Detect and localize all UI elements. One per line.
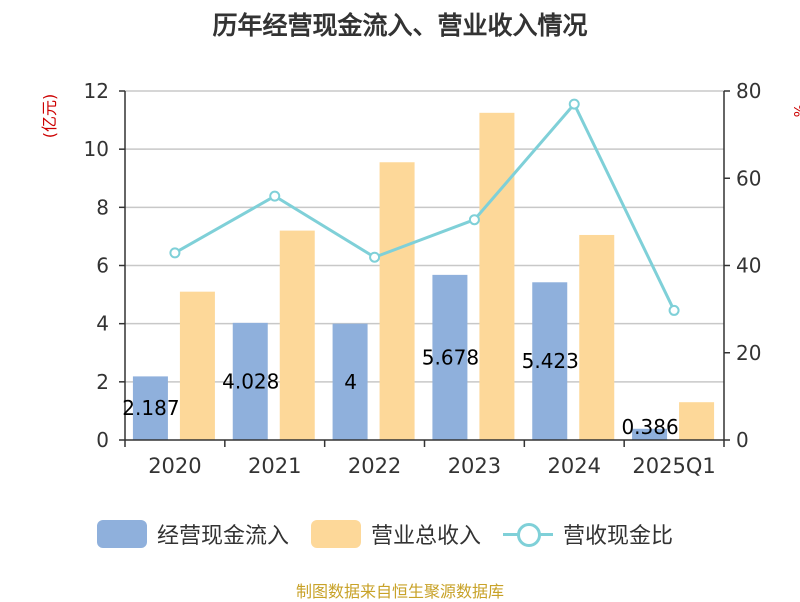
right-tick-label-0: 0 (736, 428, 749, 452)
grid-lines (125, 90, 724, 383)
x-tick-label-2025Q1: 2025Q1 (632, 454, 715, 478)
bar-cash-inflow-2025Q1 (632, 428, 668, 440)
ratio-point-2022 (369, 251, 381, 263)
ratio-point-2025Q1 (668, 304, 680, 316)
ratio-point-2020 (169, 247, 181, 259)
legend-swatch-cash-inflow (97, 520, 147, 548)
left-tick-label-8: 8 (96, 195, 109, 219)
data-label-cash-inflow-2023: 5.678 (422, 345, 479, 369)
right-tick-label-80: 80 (736, 79, 761, 103)
left-tick-label-6: 6 (96, 254, 109, 278)
data-label-cash-inflow-2020: 2.187 (122, 396, 179, 420)
chart-title: 历年经营现金流入、营业收入情况 (212, 11, 588, 40)
left-tick-label-10: 10 (84, 137, 109, 161)
right-tick-label-20: 20 (736, 341, 761, 365)
data-label-cash-inflow-2025Q1: 0.386 (621, 415, 678, 439)
bar-revenue-2021 (279, 230, 315, 440)
bar-series (132, 112, 715, 441)
data-source: 制图数据来自恒生聚源数据库 (295, 582, 504, 601)
legend-swatch-revenue (311, 520, 362, 548)
x-tick-labels: 2020 2021 2022 2023 2024 2025Q1 (148, 454, 716, 478)
left-tick-label-12: 12 (84, 79, 109, 103)
bar-cash-inflow-2022 (332, 323, 368, 440)
legend-item-revenue[interactable]: 营业总收入 (311, 518, 481, 550)
legend-label-ratio: 营收现金比 (563, 524, 674, 549)
bar-cash-inflow-2023 (432, 274, 468, 440)
ratio-point-2023 (468, 214, 480, 226)
ratio-point-2024 (568, 98, 580, 110)
x-tick-label-2024: 2024 (548, 454, 601, 478)
legend-item-ratio[interactable]: 营收现金比 (503, 518, 673, 550)
bar-cash-inflow-2020 (132, 376, 168, 440)
data-label-cash-inflow-2024: 5.423 (522, 349, 579, 373)
right-tick-label-40: 40 (736, 254, 761, 278)
bar-revenue-2020 (179, 291, 215, 440)
right-tick-label-60: 60 (736, 166, 761, 190)
bar-cash-inflow-2024 (532, 282, 568, 440)
left-tick-label-2: 2 (96, 370, 109, 394)
x-tick-label-2022: 2022 (348, 454, 401, 478)
legend-label-cash-inflow: 经营现金流入 (157, 524, 290, 549)
data-label-cash-inflow-2022: 4 (344, 370, 357, 394)
ratio-line (174, 101, 676, 312)
ratio-point-2021 (269, 190, 281, 202)
left-tick-label-0: 0 (96, 428, 109, 452)
bar-cash-inflow-2021 (232, 322, 268, 440)
x-tick-label-2020: 2020 (148, 454, 201, 478)
legend-line-ratio (503, 520, 554, 548)
axes (119, 90, 730, 447)
data-label-cash-inflow-2021: 4.028 (222, 369, 279, 393)
data-labels: 2.187 4.028 4 5.678 5.423 0.386 (122, 345, 678, 439)
bar-revenue-2023 (479, 112, 515, 440)
ratio-line-series (169, 98, 680, 316)
y-tick-labels: 0 2 4 6 8 10 12 0 20 40 60 80 (84, 79, 762, 452)
bar-revenue-2025Q1 (679, 402, 715, 440)
left-tick-label-4: 4 (96, 312, 109, 336)
legend-label-revenue: 营业总收入 (371, 524, 482, 549)
x-tick-label-2023: 2023 (448, 454, 501, 478)
legend-item-cash-inflow[interactable]: 经营现金流入 (97, 518, 289, 550)
bar-revenue-2022 (379, 162, 415, 441)
legend: 经营现金流入 营业总收入 营收现金比 (97, 517, 695, 551)
bar-revenue-2024 (579, 234, 615, 440)
x-tick-label-2021: 2021 (248, 454, 301, 478)
